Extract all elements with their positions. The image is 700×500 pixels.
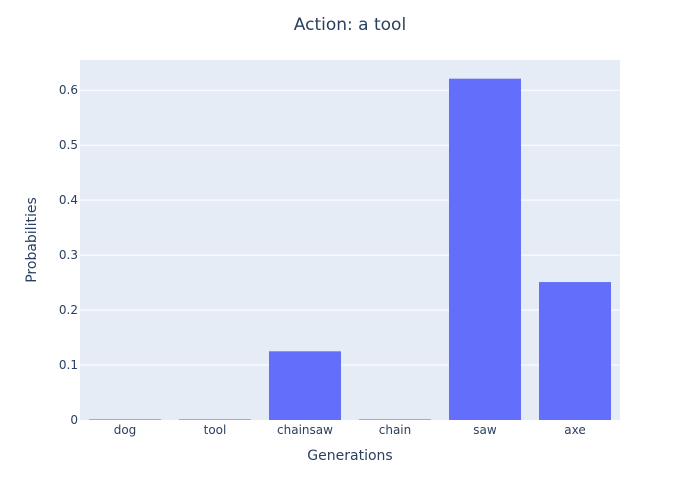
- y-tick-label: 0.1: [59, 358, 78, 372]
- chart-title: Action: a tool: [294, 15, 406, 35]
- bar-chainsaw: [269, 351, 341, 420]
- y-tick-label: 0.3: [59, 248, 78, 262]
- bar-dog: [89, 419, 161, 420]
- x-tick-label: chainsaw: [277, 423, 333, 437]
- y-axis-ticks: 0 0.1 0.2 0.3 0.4 0.5 0.6: [59, 83, 78, 427]
- bar-axe: [539, 282, 611, 420]
- bars: [89, 78, 611, 421]
- x-tick-label: saw: [473, 423, 497, 437]
- y-axis-title: Probabilities: [24, 197, 40, 283]
- y-tick-label: 0.2: [59, 303, 78, 317]
- y-tick-label: 0: [70, 413, 78, 427]
- x-tick-label: tool: [204, 423, 227, 437]
- bar-saw: [449, 78, 521, 421]
- y-tick-label: 0.6: [59, 83, 78, 97]
- y-tick-label: 0.5: [59, 138, 78, 152]
- bar-tool: [179, 419, 251, 420]
- bar-chain: [359, 419, 431, 420]
- x-axis-ticks: dog tool chainsaw chain saw axe: [114, 423, 586, 437]
- gridlines: [80, 89, 620, 366]
- plot-background: [80, 60, 620, 420]
- x-tick-label: dog: [114, 423, 137, 437]
- x-tick-label: axe: [564, 423, 585, 437]
- x-tick-label: chain: [379, 423, 412, 437]
- x-axis-title: Generations: [307, 448, 392, 464]
- y-tick-label: 0.4: [59, 193, 78, 207]
